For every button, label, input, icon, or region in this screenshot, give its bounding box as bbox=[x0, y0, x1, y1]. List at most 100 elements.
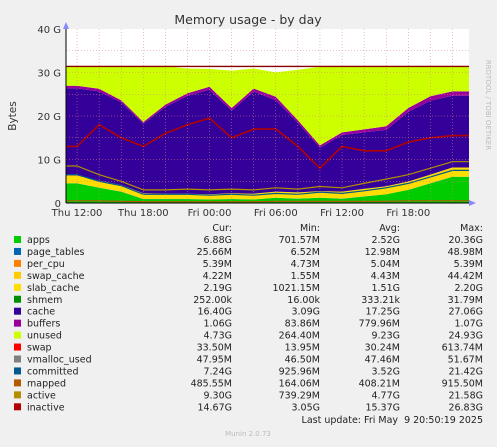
legend-value: 21.42G bbox=[448, 366, 483, 377]
grid-lines bbox=[66, 29, 469, 203]
legend-value: 3.05G bbox=[291, 402, 320, 413]
legend-value: 26.83G bbox=[448, 402, 483, 413]
legend-value: 27.06G bbox=[448, 307, 483, 318]
legend-value: 47.95M bbox=[197, 355, 232, 366]
area-cache bbox=[66, 88, 469, 195]
y-axis-arrow-icon bbox=[63, 22, 69, 29]
area-unused bbox=[66, 66, 469, 146]
legend-column-header: Max: bbox=[460, 223, 483, 234]
legend-series-name: cache bbox=[27, 307, 55, 318]
legend-value: 24.93G bbox=[448, 331, 483, 342]
legend-series-name: buffers bbox=[27, 319, 60, 330]
legend-value: 779.96M bbox=[359, 319, 400, 330]
legend-row-active: active 9.30G 739.29M 4.77G 21.58G bbox=[14, 390, 483, 401]
legend-row-mapped: mapped 485.55M 164.06M 408.21M 915.50M bbox=[14, 378, 483, 389]
legend-value: 613.74M bbox=[442, 343, 483, 354]
legend-value: 408.21M bbox=[359, 378, 400, 389]
legend-value: 2.52G bbox=[371, 235, 400, 246]
legend-swatch bbox=[14, 403, 21, 411]
legend-value: 1.07G bbox=[454, 319, 483, 330]
legend-value: 6.88G bbox=[203, 235, 232, 246]
legend-value: 4.43M bbox=[371, 271, 400, 282]
legend-row-inactive: inactive 14.67G 3.05G 15.37G 26.83G bbox=[14, 402, 483, 413]
legend-value: 3.09G bbox=[291, 307, 320, 318]
legend-value: 4.73M bbox=[291, 259, 320, 270]
legend-series-name: per_cpu bbox=[27, 259, 65, 270]
legend-column-header: Min: bbox=[300, 223, 320, 234]
legend-value: 25.66M bbox=[197, 247, 232, 258]
legend-value: 14.67G bbox=[197, 402, 232, 413]
stacked-areas bbox=[66, 66, 469, 203]
y-axis-label: Bytes bbox=[7, 101, 19, 130]
legend-value: 9.30G bbox=[203, 390, 232, 401]
x-tick-labels: Thu 12:00 Thu 18:00 Fri 00:00 Fri 06:00 Fri … bbox=[51, 208, 431, 219]
legend-header: Cur: Min: Avg: Max: bbox=[212, 223, 483, 234]
legend-series-name: page_tables bbox=[27, 247, 85, 258]
legend-column-header: Avg: bbox=[379, 223, 400, 234]
legend-value: 20.36G bbox=[448, 235, 483, 246]
legend-series-name: apps bbox=[27, 235, 50, 246]
legend-row-committed: committed 7.24G 925.96M 3.52G 21.42G bbox=[14, 366, 483, 377]
legend-row-cache: cache 16.40G 3.09G 17.25G 27.06G bbox=[14, 307, 483, 318]
legend-series-name: swap bbox=[27, 343, 52, 354]
legend-row-apps: apps 6.88G 701.57M 2.52G 20.36G bbox=[14, 235, 483, 246]
legend-series-name: swap_cache bbox=[27, 271, 85, 282]
legend-swatch bbox=[14, 259, 21, 267]
legend-value: 4.73G bbox=[203, 331, 232, 342]
legend-value: 4.22M bbox=[203, 271, 232, 282]
legend-series-name: committed bbox=[27, 366, 79, 377]
legend-swatch bbox=[14, 367, 21, 375]
y-tick-label: 40 G bbox=[37, 25, 61, 36]
legend-value: 5.39M bbox=[454, 259, 483, 270]
legend-value: 47.46M bbox=[365, 355, 400, 366]
legend-column-header: Cur: bbox=[212, 223, 232, 234]
legend-series-name: slab_cache bbox=[27, 283, 79, 294]
legend-value: 1021.15M bbox=[273, 283, 320, 294]
line-inactive bbox=[66, 117, 469, 170]
legend-series-name: mapped bbox=[27, 378, 66, 389]
legend-value: 51.67M bbox=[448, 355, 483, 366]
line-active bbox=[66, 161, 469, 191]
munin-version: Munin 2.0.73 bbox=[225, 430, 271, 438]
legend-swatch bbox=[14, 319, 21, 327]
legend-row-swap-cache: swap_cache 4.22M 1.55M 4.43M 44.42M bbox=[14, 271, 483, 282]
legend-value: 16.40G bbox=[197, 307, 232, 318]
legend-value: 915.50M bbox=[442, 378, 483, 389]
legend-swatch bbox=[14, 343, 21, 351]
legend-value: 21.58G bbox=[448, 390, 483, 401]
legend-swatch bbox=[14, 391, 21, 399]
legend-row-unused: unused 4.73G 264.40M 9.23G 24.93G bbox=[14, 331, 483, 342]
legend-row-per-cpu: per_cpu 5.39M 4.73M 5.04M 5.39M bbox=[14, 259, 483, 270]
legend-swatch bbox=[14, 379, 21, 387]
legend-value: 83.86M bbox=[285, 319, 320, 330]
legend-value: 4.77G bbox=[371, 390, 400, 401]
legend-value: 31.79M bbox=[448, 295, 483, 306]
x-tick-label: Fri 00:00 bbox=[188, 208, 232, 219]
legend-value: 2.19G bbox=[203, 283, 232, 294]
legend-value: 164.06M bbox=[279, 378, 320, 389]
legend-swatch bbox=[14, 283, 21, 291]
legend-value: 701.57M bbox=[279, 235, 320, 246]
legend-table: apps 6.88G 701.57M 2.52G 20.36G page_tables 25… bbox=[14, 235, 483, 413]
legend-value: 9.23G bbox=[371, 331, 400, 342]
y-tick-label: 10 G bbox=[37, 156, 61, 167]
legend-swatch bbox=[14, 295, 21, 303]
legend-value: 46.50M bbox=[285, 355, 320, 366]
legend-value: 7.24G bbox=[203, 366, 232, 377]
legend-swatch bbox=[14, 331, 21, 339]
legend-series-name: unused bbox=[27, 331, 62, 342]
legend-value: 252.00k bbox=[193, 295, 232, 306]
watermark: RRDTOOL / TOBI OETIKER bbox=[484, 60, 492, 150]
legend-value: 13.95M bbox=[285, 343, 320, 354]
legend-value: 17.25G bbox=[365, 307, 400, 318]
legend-swatch bbox=[14, 355, 21, 363]
legend-value: 1.55M bbox=[291, 271, 320, 282]
x-tick-label: Fri 18:00 bbox=[386, 208, 430, 219]
legend-value: 30.24M bbox=[365, 343, 400, 354]
legend-value: 12.98M bbox=[365, 247, 400, 258]
legend-value: 48.98M bbox=[448, 247, 483, 258]
legend-row-slab-cache: slab_cache 2.19G 1021.15M 1.51G 2.20G bbox=[14, 283, 483, 294]
legend-value: 925.96M bbox=[279, 366, 320, 377]
legend-series-name: inactive bbox=[27, 402, 65, 413]
